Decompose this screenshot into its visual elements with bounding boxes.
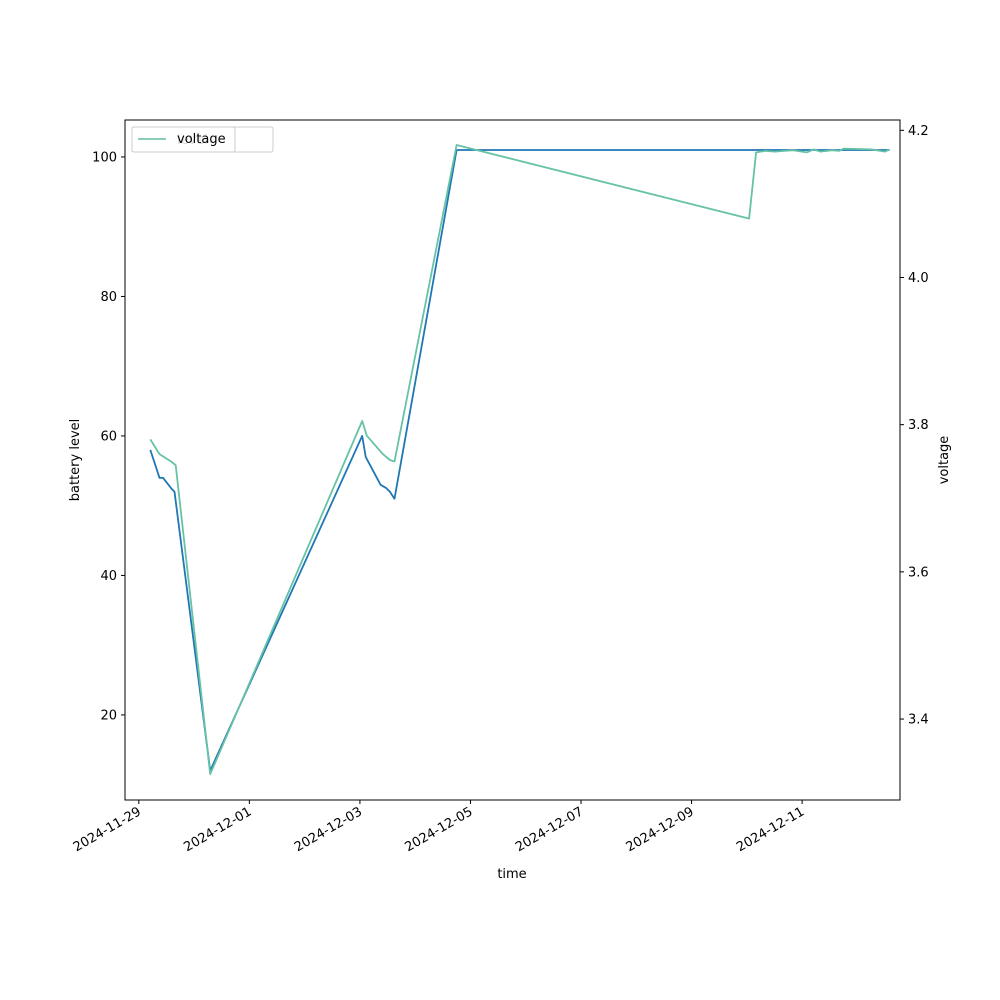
x-tick-label: 2024-12-07 — [513, 804, 586, 855]
y-right-tick-label: 3.4 — [908, 713, 929, 728]
x-tick-label: 2024-12-05 — [403, 804, 476, 855]
y-right-axis: 3.4 3.6 3.8 4.0 4.2 — [900, 124, 929, 728]
series-layer — [149, 144, 890, 776]
legend-voltage-box — [131, 126, 236, 153]
y-right-tick-label: 4.2 — [908, 124, 929, 139]
x-tick-label: 2024-11-29 — [71, 804, 144, 855]
x-axis-label: time — [497, 867, 526, 882]
x-axis: 2024-11-29 2024-12-01 2024-12-03 2024-12-05… — [71, 800, 807, 855]
y-left-axis: 20 40 60 80 100 — [92, 150, 125, 723]
y-left-tick-label: 100 — [92, 150, 117, 165]
y-left-tick-label: 20 — [100, 708, 117, 723]
plot-frame — [124, 119, 901, 801]
y-right-axis-label: voltage — [937, 436, 952, 485]
y-left-tick-label: 80 — [100, 290, 117, 305]
x-tick-label: 2024-12-03 — [292, 804, 365, 855]
y-left-axis-label: battery level — [68, 419, 83, 502]
y-left-tick-label: 60 — [100, 429, 117, 444]
x-tick-label: 2024-12-09 — [624, 804, 697, 855]
y-right-tick-label: 3.8 — [908, 418, 929, 433]
plot-background — [125, 120, 900, 800]
x-tick-label: 2024-12-01 — [181, 804, 254, 855]
y-left-tick-label: 40 — [100, 569, 117, 584]
series-line-voltage — [149, 144, 890, 776]
series-line-level — [149, 149, 890, 772]
x-tick-label: 2024-12-11 — [734, 804, 807, 855]
legend-voltage-label: voltage — [177, 132, 226, 147]
legend-voltage: voltage — [131, 126, 236, 153]
y-right-tick-label: 4.0 — [908, 271, 929, 286]
y-right-tick-label: 3.6 — [908, 565, 929, 580]
